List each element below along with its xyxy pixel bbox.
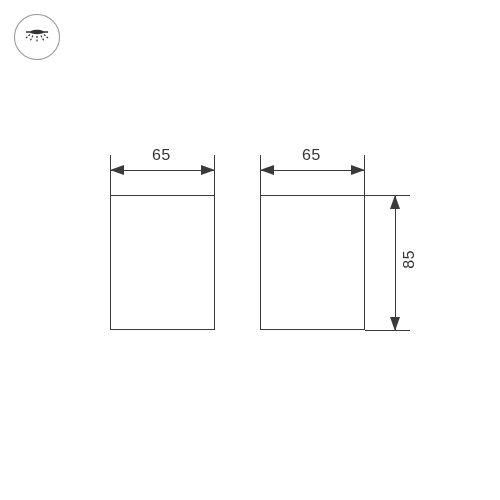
- dim-line-width-left: [110, 170, 215, 171]
- dim-arrow: [110, 165, 124, 175]
- downlight-svg: [22, 22, 52, 52]
- dim-ext: [364, 155, 365, 195]
- dim-ext: [260, 155, 261, 195]
- dim-ext: [365, 330, 410, 331]
- dim-ext: [365, 195, 410, 196]
- dim-line-width-right: [260, 170, 365, 171]
- dim-label-width-left: 65: [152, 147, 171, 165]
- dim-label-width-right: 65: [302, 147, 321, 165]
- dim-arrow: [201, 165, 215, 175]
- ceiling-downlight-icon: [14, 14, 60, 60]
- drawing-canvas: 65 65 85: [0, 0, 500, 500]
- dim-line-height: [395, 195, 396, 331]
- dim-label-height: 85: [401, 250, 419, 269]
- dim-arrow: [351, 165, 365, 175]
- front-view-box: [110, 195, 215, 330]
- dim-ext: [214, 155, 215, 195]
- dim-arrow: [260, 165, 274, 175]
- dim-ext: [110, 155, 111, 195]
- side-view-box: [260, 195, 365, 330]
- dim-arrow: [390, 317, 400, 331]
- dim-arrow: [390, 195, 400, 209]
